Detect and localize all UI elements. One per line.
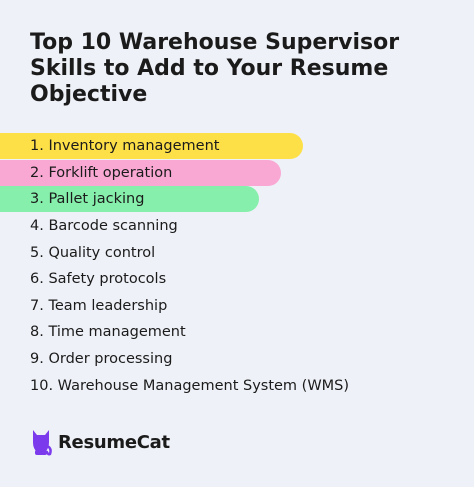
list-item: 5. Quality control bbox=[0, 239, 474, 266]
skill-label: 2. Forklift operation bbox=[30, 164, 173, 181]
list-item: 2. Forklift operation bbox=[0, 159, 474, 187]
list-item: 1. Inventory management bbox=[0, 133, 474, 160]
brand-name: ResumeCat bbox=[58, 431, 170, 453]
list-item: 6. Safety protocols bbox=[0, 266, 474, 293]
highlight-bar bbox=[0, 186, 259, 213]
skill-label: 7. Team leadership bbox=[30, 297, 168, 314]
skill-label: 1. Inventory management bbox=[30, 138, 220, 155]
highlight-bar bbox=[0, 159, 281, 186]
list-item: 3. Pallet jacking bbox=[0, 186, 474, 213]
skill-label: 3. Pallet jacking bbox=[30, 191, 145, 208]
skills-list: 1. Inventory management 2. Forklift oper… bbox=[0, 133, 474, 399]
skill-label: 8. Time management bbox=[30, 324, 186, 341]
skill-label: 5. Quality control bbox=[30, 244, 156, 261]
skill-label: 10. Warehouse Management System (WMS) bbox=[30, 377, 350, 394]
skill-label: 9. Order processing bbox=[30, 351, 173, 368]
page-title: Top 10 Warehouse Supervisor Skills to Ad… bbox=[30, 30, 400, 107]
cat-icon bbox=[33, 430, 52, 456]
skill-label: 4. Barcode scanning bbox=[30, 218, 178, 235]
skill-label: 6. Safety protocols bbox=[30, 271, 167, 288]
highlight-bar bbox=[0, 133, 303, 159]
list-item: 10. Warehouse Management System (WMS) bbox=[0, 372, 474, 399]
list-item: 4. Barcode scanning bbox=[0, 213, 474, 240]
list-item: 9. Order processing bbox=[0, 346, 474, 373]
brand-logo: ResumeCat bbox=[30, 428, 170, 456]
list-item: 7. Team leadership bbox=[0, 293, 474, 320]
list-item: 8. Time management bbox=[0, 319, 474, 346]
